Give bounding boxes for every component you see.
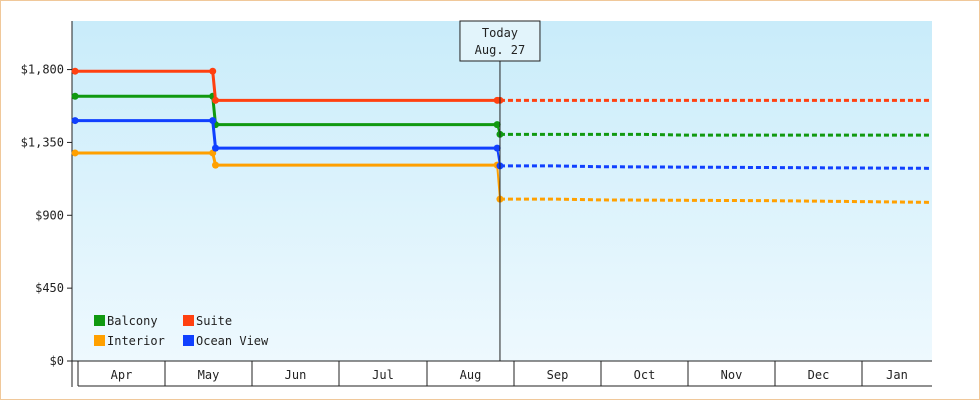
series-line-forecast bbox=[499, 164, 930, 170]
data-point bbox=[71, 149, 79, 157]
x-month-label: Apr bbox=[111, 368, 133, 382]
data-point bbox=[209, 117, 217, 125]
y-tick-label: $1,800 bbox=[21, 63, 64, 77]
legend-swatch bbox=[94, 335, 105, 346]
series-line-history bbox=[75, 94, 498, 127]
today-label-box bbox=[459, 20, 541, 62]
data-point bbox=[212, 161, 220, 169]
data-point bbox=[71, 67, 79, 75]
legend-label: Interior bbox=[107, 334, 165, 348]
y-tick-label: $900 bbox=[35, 208, 64, 222]
series-line-history bbox=[75, 119, 498, 150]
x-month-label: Sep bbox=[547, 368, 569, 382]
data-point bbox=[493, 144, 501, 152]
legend-label: Ocean View bbox=[196, 334, 269, 348]
series-line-forecast bbox=[499, 197, 930, 204]
series-line-history bbox=[75, 69, 498, 102]
data-point bbox=[71, 117, 79, 125]
series-line-history bbox=[75, 151, 498, 167]
today-label-line1: Today bbox=[482, 26, 518, 40]
data-point bbox=[212, 96, 220, 104]
legend-swatch bbox=[94, 315, 105, 326]
series-line-forecast bbox=[499, 132, 930, 137]
x-month-label: Nov bbox=[721, 368, 743, 382]
x-month-label: Dec bbox=[808, 368, 830, 382]
x-month-label: Jun bbox=[285, 368, 307, 382]
y-tick-label: $450 bbox=[35, 281, 64, 295]
data-point bbox=[212, 144, 220, 152]
legend-swatch bbox=[183, 335, 194, 346]
x-month-label: May bbox=[198, 368, 220, 382]
x-month-label: Oct bbox=[634, 368, 656, 382]
today-label-line2: Aug. 27 bbox=[475, 43, 526, 57]
data-point bbox=[209, 67, 217, 75]
y-tick-label: $0 bbox=[50, 354, 64, 368]
legend-label: Balcony bbox=[107, 314, 158, 328]
legend-label: Suite bbox=[196, 314, 232, 328]
y-tick-label: $1,350 bbox=[21, 135, 64, 149]
x-month-label: Jul bbox=[372, 368, 394, 382]
data-point bbox=[493, 121, 501, 129]
plot-area bbox=[72, 21, 932, 361]
data-point bbox=[71, 92, 79, 100]
x-month-label: Aug bbox=[460, 368, 482, 382]
x-month-label: Jan bbox=[886, 368, 908, 382]
legend-swatch bbox=[183, 315, 194, 326]
